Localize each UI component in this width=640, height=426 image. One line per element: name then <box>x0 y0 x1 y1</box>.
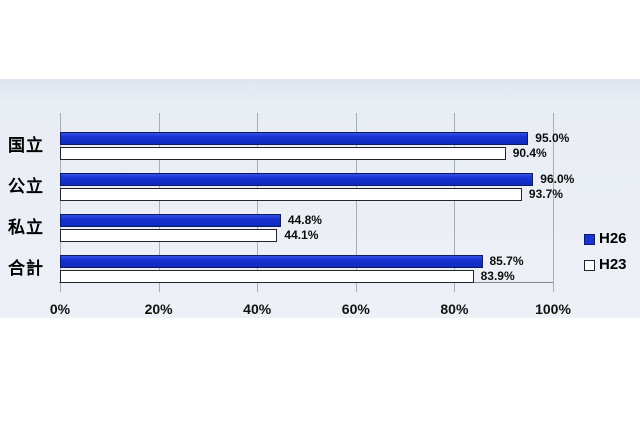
category-label-1: 公立 <box>8 177 44 196</box>
bar-value-h26-2: 44.8% <box>287 213 322 227</box>
bar-value-h26-3: 85.7% <box>489 254 524 268</box>
x-tick-3: 60% <box>341 301 370 317</box>
bar-h23-0 <box>60 147 506 160</box>
bar-h26-3 <box>60 255 483 268</box>
category-label-3: 合計 <box>8 259 44 278</box>
bar-h23-2 <box>60 229 278 242</box>
category-label-0: 国立 <box>8 136 44 155</box>
category-label-2: 私立 <box>8 218 44 237</box>
gridline-0 <box>60 113 61 292</box>
gridline-4 <box>454 113 456 292</box>
bar-h26-0 <box>60 132 529 145</box>
x-tick-1: 20% <box>144 301 173 317</box>
bar-value-h26-0: 95.0% <box>535 131 570 145</box>
bar-h23-1 <box>60 188 522 201</box>
bar-h23-3 <box>60 270 474 283</box>
gridline-5 <box>553 113 554 292</box>
bar-value-h23-3: 83.9% <box>480 269 515 283</box>
legend-item-h23: H23 <box>584 256 627 273</box>
x-tick-0: 0% <box>49 301 71 317</box>
gridline-2 <box>257 113 259 292</box>
legend-label-h23: H23 <box>599 256 627 273</box>
gridline-3 <box>355 113 357 292</box>
plot-area: 95.0% 90.4% 96.0% 93.7% 44.8% 44.1% 85.7% 83.9% <box>59 113 574 292</box>
x-tick-4: 80% <box>440 301 469 317</box>
gridline-1 <box>158 113 160 292</box>
bar-value-h23-2: 44.1% <box>284 228 319 242</box>
bar-value-h23-0: 90.4% <box>512 146 547 160</box>
x-tick-5: 100% <box>535 301 571 317</box>
legend-label-h26: H26 <box>599 230 627 247</box>
x-tick-2: 40% <box>243 301 272 317</box>
legend-swatch-h26 <box>584 233 595 245</box>
plot-panel: 95.0% 90.4% 96.0% 93.7% 44.8% 44.1% 85.7% 83.9%… <box>0 79 640 318</box>
bar-value-h26-1: 96.0% <box>540 172 575 186</box>
legend-swatch-h23 <box>584 259 595 271</box>
bar-value-h23-1: 93.7% <box>528 187 563 201</box>
bar-h26-2 <box>60 214 281 227</box>
legend-item-h26: H26 <box>584 230 627 247</box>
bar-h26-1 <box>60 173 534 186</box>
